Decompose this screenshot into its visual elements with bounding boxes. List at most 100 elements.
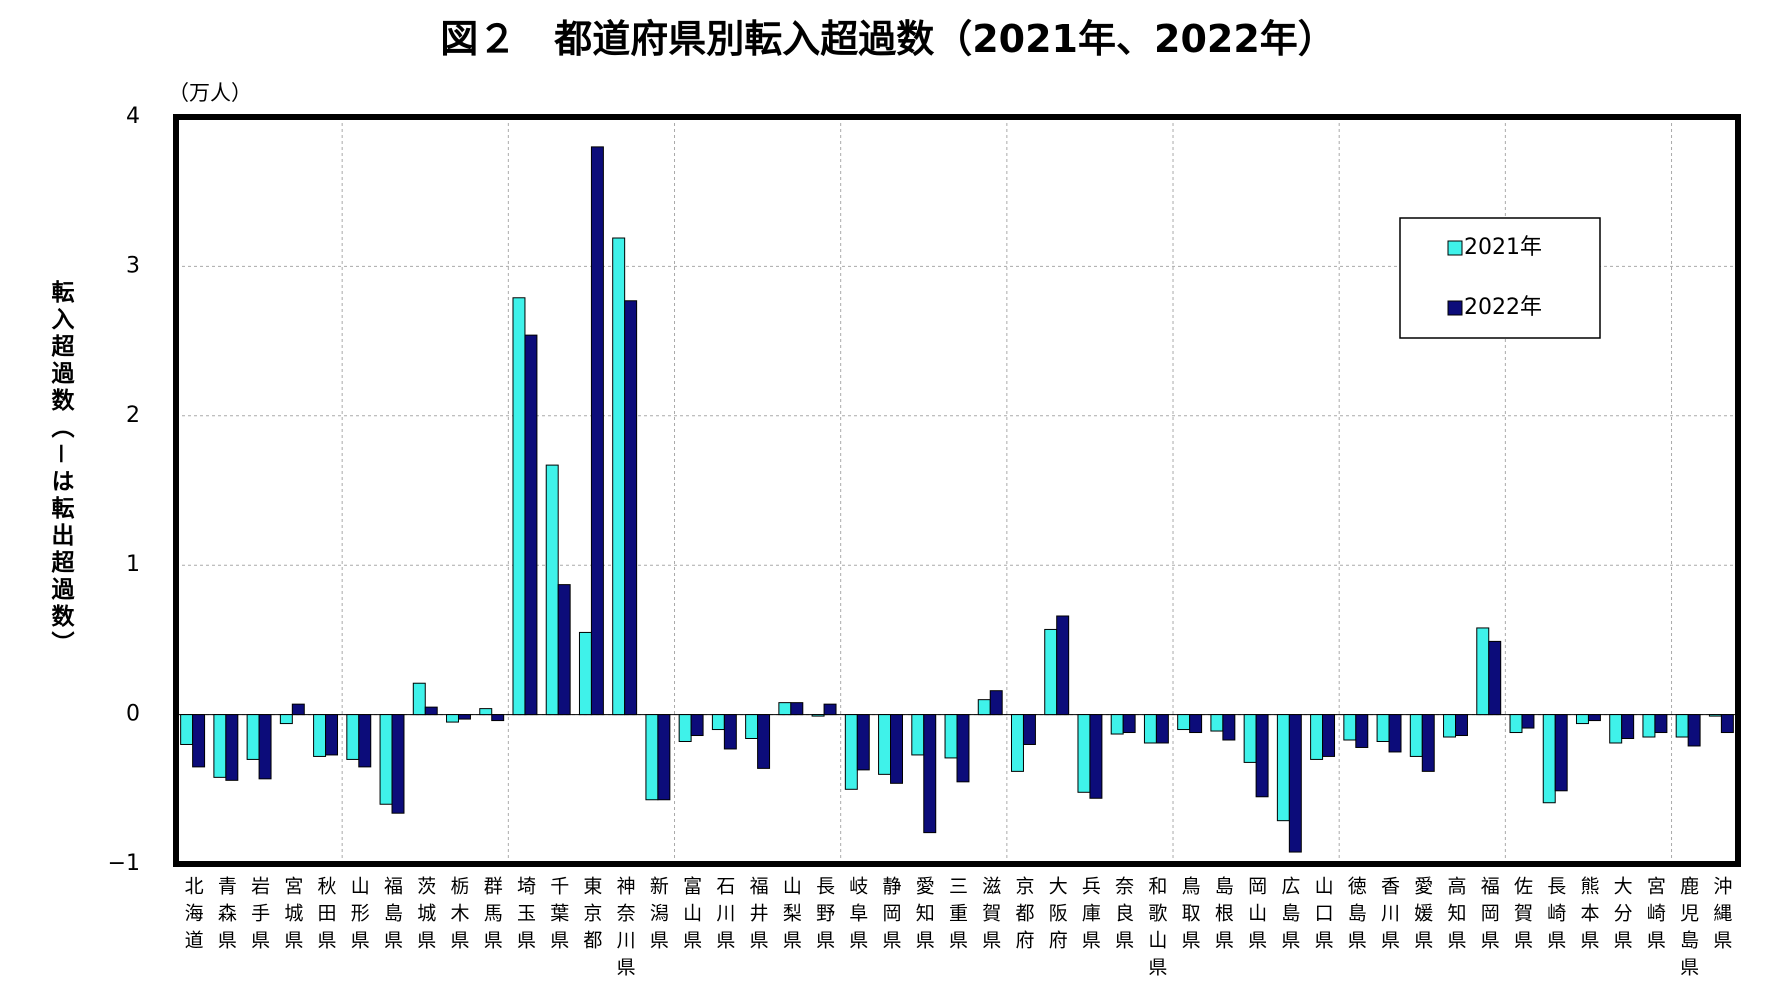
- bar: [424, 706, 438, 716]
- bar: [1155, 714, 1169, 744]
- legend-swatch: [1447, 300, 1463, 316]
- x-tick-label: 宮崎県: [1644, 876, 1666, 957]
- chart-title: 図２ 都道府県別転入超過数（2021年、2022年）: [440, 17, 1336, 61]
- x-tick-label: 香川県: [1378, 876, 1400, 957]
- bar: [778, 702, 792, 716]
- bar: [1509, 714, 1523, 734]
- bar: [1409, 714, 1423, 757]
- bar: [944, 714, 958, 759]
- bar: [1621, 714, 1635, 740]
- x-tick-label: 石川県: [713, 876, 735, 957]
- bar: [1355, 714, 1369, 748]
- bar: [1143, 714, 1157, 744]
- x-tick-label: 愛知県: [913, 876, 935, 957]
- x-tick-label: 福井県: [747, 876, 769, 957]
- bar: [1044, 628, 1058, 716]
- bar: [1708, 714, 1722, 717]
- bar: [1654, 714, 1668, 734]
- bar: [1288, 714, 1302, 853]
- legend-swatch: [1447, 240, 1463, 256]
- bar: [1642, 714, 1656, 738]
- x-tick-label: 青森県: [215, 876, 237, 957]
- x-tick-label: 広島県: [1278, 876, 1300, 957]
- bar: [1609, 714, 1623, 744]
- bar: [1575, 714, 1589, 725]
- bar: [989, 690, 1003, 716]
- y-tick-label: 3: [126, 253, 140, 278]
- bar: [823, 703, 837, 716]
- x-tick-label: 千葉県: [547, 876, 569, 957]
- bar: [1077, 714, 1091, 793]
- bar: [977, 699, 991, 716]
- bar: [923, 714, 937, 834]
- bar: [1388, 714, 1402, 753]
- bar: [225, 714, 239, 781]
- x-tick-label: 山口県: [1312, 876, 1334, 957]
- x-tick-label: 秋田県: [315, 876, 337, 957]
- bar: [313, 714, 327, 757]
- bar: [1056, 615, 1070, 716]
- bar: [391, 714, 405, 814]
- bar: [192, 714, 206, 768]
- bar: [379, 714, 393, 805]
- bar: [1310, 714, 1324, 760]
- bar: [213, 714, 227, 778]
- x-tick-label: 茨城県: [414, 876, 436, 957]
- bar: [657, 714, 671, 801]
- x-tick-label: 奈良県: [1112, 876, 1134, 957]
- bar: [678, 714, 692, 742]
- x-tick-label: 大分県: [1611, 876, 1633, 957]
- bar: [757, 714, 771, 769]
- bar: [1322, 714, 1336, 757]
- bar: [612, 237, 626, 716]
- x-tick-label: 山形県: [348, 876, 370, 957]
- bar: [590, 146, 604, 716]
- x-tick-label: 岡山県: [1245, 876, 1267, 957]
- bar: [1376, 714, 1390, 742]
- bar: [711, 714, 725, 731]
- x-tick-label: 熊本県: [1577, 876, 1599, 957]
- y-tick-label: 4: [126, 104, 140, 129]
- bar: [1222, 714, 1236, 741]
- bar: [856, 714, 870, 771]
- x-tick-label: 島根県: [1212, 876, 1234, 957]
- bar: [1542, 714, 1556, 804]
- bar: [1476, 627, 1490, 716]
- x-tick-label: 群馬県: [481, 876, 503, 957]
- bar: [878, 714, 892, 775]
- bar: [258, 714, 272, 780]
- bar: [246, 714, 260, 760]
- bar: [291, 703, 305, 716]
- x-tick-label: 福岡県: [1478, 876, 1500, 957]
- bar: [346, 714, 360, 760]
- x-tick-label: 新潟県: [647, 876, 669, 957]
- y-tick-label: 2: [126, 403, 140, 428]
- bar: [358, 714, 372, 768]
- legend-box: [1399, 217, 1601, 339]
- bar: [811, 714, 825, 717]
- x-tick-label: 岐阜県: [846, 876, 868, 957]
- bar: [1255, 714, 1269, 798]
- x-tick-label: 和歌山県: [1145, 876, 1167, 982]
- bar: [578, 631, 592, 716]
- x-tick-label: 佐賀県: [1511, 876, 1533, 957]
- x-tick-label: 富山県: [680, 876, 702, 957]
- plot-frame: [173, 114, 1741, 867]
- bar: [412, 682, 426, 716]
- y-tick-label: −1: [108, 851, 140, 876]
- bar: [1276, 714, 1290, 822]
- bar: [1720, 714, 1734, 734]
- bar: [723, 714, 737, 750]
- x-tick-label: 愛媛県: [1411, 876, 1433, 957]
- bar: [1521, 714, 1535, 729]
- x-tick-label: 埼玉県: [514, 876, 536, 957]
- x-tick-label: 北海道: [182, 876, 204, 957]
- x-tick-label: 兵庫県: [1079, 876, 1101, 957]
- y-tick-label: 0: [126, 702, 140, 727]
- bar: [279, 714, 293, 725]
- bar: [1488, 640, 1502, 716]
- x-tick-label: 東京都: [580, 876, 602, 957]
- x-tick-label: 長野県: [813, 876, 835, 957]
- x-tick-label: 鹿児島県: [1677, 876, 1699, 982]
- bar: [956, 714, 970, 783]
